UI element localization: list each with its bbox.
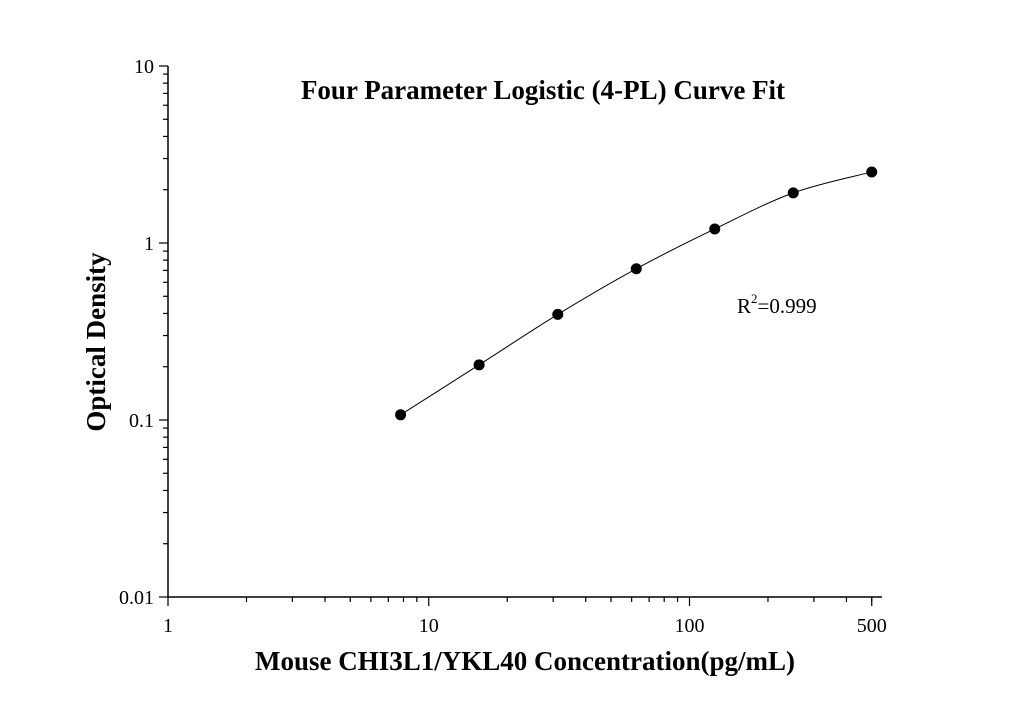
axes: 1 10 100 500 0.01 0.1 1 10 [119, 56, 887, 637]
data-point [709, 223, 721, 235]
y-tick-label: 1 [144, 233, 154, 255]
x-ticks [167, 597, 873, 606]
data-point [395, 409, 407, 421]
r-squared-value: =0.999 [758, 294, 817, 318]
data-point [630, 263, 642, 275]
x-tick-label: 100 [674, 615, 704, 637]
data-point [473, 359, 485, 371]
x-axis-label: Mouse CHI3L1/YKL40 Concentration(pg/mL) [255, 646, 795, 676]
x-tick-label: 1 [163, 615, 173, 637]
y-tick-label: 0.1 [129, 410, 154, 432]
data-point [787, 187, 799, 199]
x-tick-label: 500 [857, 615, 887, 637]
x-tick-label: 10 [419, 615, 439, 637]
y-tick-label: 10 [134, 56, 154, 78]
data-points [395, 166, 878, 421]
x-tick-labels: 1 10 100 500 [163, 615, 887, 637]
r-squared-base: R [737, 294, 751, 318]
y-ticks [159, 65, 168, 598]
y-tick-labels: 0.01 0.1 1 10 [119, 56, 154, 609]
chart-title: Four Parameter Logistic (4-PL) Curve Fit [301, 75, 785, 105]
data-point [866, 166, 878, 178]
r-squared-sup: 2 [751, 291, 758, 306]
y-tick-label: 0.01 [119, 587, 154, 609]
r-squared-annotation: R2=0.999 [737, 291, 817, 318]
y-axis-label: Optical Density [81, 252, 111, 432]
data-point [552, 308, 564, 320]
